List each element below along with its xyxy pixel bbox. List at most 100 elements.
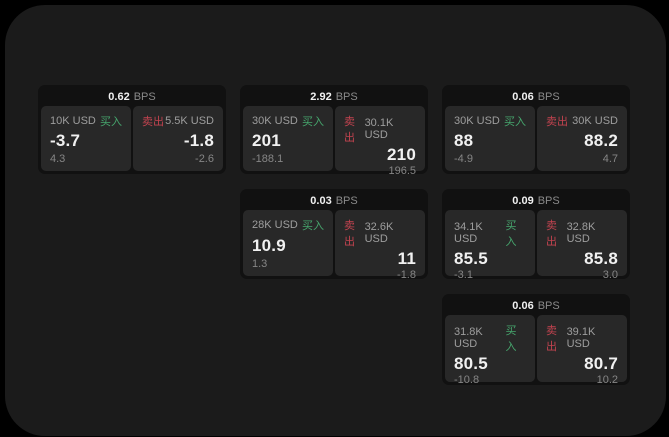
sell-panel-top: 卖出 32.6K USD [344,217,416,249]
sell-sub-value: 4.7 [602,153,618,165]
sell-sub-value: 196.5 [388,165,416,177]
buy-size: 28K USD [252,219,298,231]
buy-size: 30K USD [252,115,298,127]
sell-sub-value: 3.0 [602,269,618,281]
sell-panel[interactable]: 卖出 5.5K USD -1.8 -2.6 [133,106,223,171]
sell-panel-top: 卖出 30K USD [546,113,618,129]
card-header: 2.92 BPS [243,88,425,106]
sell-panel[interactable]: 卖出 30.1K USD 210 196.5 [335,106,425,177]
quote-cards-grid: 0.62 BPS 10K USD 买入 -3.7 4.3 卖出 5.5K USD [38,85,630,386]
buy-sub-value: -10.8 [454,374,480,386]
sell-price: 88.2 [584,131,618,150]
panels-row: 30K USD 买入 201 -188.1 卖出 30.1K USD 210 1… [243,106,425,177]
panels-row: 28K USD 买入 10.9 1.3 卖出 32.6K USD 11 -1.8 [243,210,425,281]
buy-price: -3.7 [50,131,81,150]
buy-sub-value: -3.1 [454,269,473,281]
bps-value: 0.03 [310,195,332,207]
sell-price: 210 [387,145,416,164]
quote-card: 0.09 BPS 34.1K USD 买入 85.5 -3.1 卖出 32.8K… [442,189,630,281]
quote-card: 0.06 BPS 31.8K USD 买入 80.5 -10.8 卖出 39.1… [442,294,630,386]
quote-card: 0.62 BPS 10K USD 买入 -3.7 4.3 卖出 5.5K USD [38,85,226,174]
bps-unit-label: BPS [537,195,560,207]
buy-side-label: 买入 [505,220,517,248]
buy-size: 31.8K USD [454,326,483,350]
buy-panel[interactable]: 10K USD 买入 -3.7 4.3 [41,106,131,171]
sell-side-label: 卖出 [546,116,568,128]
buy-size: 34.1K USD [454,221,483,245]
panels-row: 30K USD 买入 88 -4.9 卖出 30K USD 88.2 4.7 [445,106,627,171]
bps-value: 0.06 [512,300,534,312]
sell-side-label: 卖出 [546,220,557,248]
sell-size: 5.5K USD [165,115,214,127]
sell-side-label: 卖出 [546,325,557,353]
sell-price: 11 [397,249,416,268]
buy-panel[interactable]: 30K USD 买入 88 -4.9 [445,106,535,171]
bps-unit-label: BPS [133,91,156,103]
bps-value: 0.62 [108,91,130,103]
sell-panel-top: 卖出 32.8K USD [546,217,618,249]
bps-unit-label: BPS [537,91,560,103]
buy-panel[interactable]: 30K USD 买入 201 -188.1 [243,106,333,171]
sell-side-label: 卖出 [344,220,355,248]
card-header: 0.06 BPS [445,88,627,106]
sell-sub-value: -1.8 [397,269,416,281]
sell-panel[interactable]: 卖出 32.6K USD 11 -1.8 [335,210,425,281]
buy-panel[interactable]: 34.1K USD 买入 85.5 -3.1 [445,210,535,281]
buy-sub-value: 1.3 [252,258,268,270]
card-header: 0.62 BPS [41,88,223,106]
card-header: 0.03 BPS [243,192,425,210]
bps-value: 2.92 [310,91,332,103]
buy-side-label: 买入 [302,220,324,232]
sell-panel[interactable]: 卖出 32.8K USD 85.8 3.0 [537,210,627,281]
bps-value: 0.09 [512,195,534,207]
buy-price: 201 [252,131,281,150]
buy-panel-top: 10K USD 买入 [50,113,122,129]
sell-side-label: 卖出 [142,116,164,128]
bps-unit-label: BPS [335,91,358,103]
bps-unit-label: BPS [335,195,358,207]
buy-price: 80.5 [454,354,488,373]
sell-size: 32.6K USD [364,221,394,245]
sell-size: 30K USD [572,115,618,127]
bps-value: 0.06 [512,91,534,103]
buy-panel-top: 28K USD 买入 [252,217,324,233]
sell-panel[interactable]: 卖出 39.1K USD 80.7 10.2 [537,315,627,386]
sell-sub-value: -2.6 [195,153,214,165]
sell-sub-value: 10.2 [596,374,618,386]
card-header: 0.09 BPS [445,192,627,210]
buy-side-label: 买入 [302,116,324,128]
buy-panel[interactable]: 31.8K USD 买入 80.5 -10.8 [445,315,535,386]
panels-row: 31.8K USD 买入 80.5 -10.8 卖出 39.1K USD 80.… [445,315,627,386]
sell-panel-top: 卖出 5.5K USD [142,113,214,129]
card-header: 0.06 BPS [445,297,627,315]
sell-price: -1.8 [183,131,214,150]
sell-panel-top: 卖出 30.1K USD [344,113,416,145]
sell-size: 39.1K USD [566,326,596,350]
sell-size: 30.1K USD [364,117,394,141]
quote-card: 0.03 BPS 28K USD 买入 10.9 1.3 卖出 32.6K US… [240,189,428,281]
app-window: 0.62 BPS 10K USD 买入 -3.7 4.3 卖出 5.5K USD [5,5,666,436]
panels-row: 10K USD 买入 -3.7 4.3 卖出 5.5K USD -1.8 -2.… [41,106,223,171]
quote-card: 0.06 BPS 30K USD 买入 88 -4.9 卖出 30K USD [442,85,630,174]
quote-card: 2.92 BPS 30K USD 买入 201 -188.1 卖出 30.1K … [240,85,428,177]
buy-panel-top: 31.8K USD 买入 [454,322,526,354]
sell-size: 32.8K USD [566,221,596,245]
buy-side-label: 买入 [505,325,517,353]
sell-panel-top: 卖出 39.1K USD [546,322,618,354]
panels-row: 34.1K USD 买入 85.5 -3.1 卖出 32.8K USD 85.8… [445,210,627,281]
buy-panel-top: 34.1K USD 买入 [454,217,526,249]
buy-panel-top: 30K USD 买入 [252,113,324,129]
buy-sub-value: -4.9 [454,153,473,165]
sell-price: 80.7 [584,354,618,373]
buy-sub-value: 4.3 [50,153,66,165]
bps-unit-label: BPS [537,300,560,312]
buy-size: 10K USD [50,115,96,127]
sell-panel[interactable]: 卖出 30K USD 88.2 4.7 [537,106,627,171]
buy-price: 88 [454,131,474,150]
buy-size: 30K USD [454,115,500,127]
buy-panel[interactable]: 28K USD 买入 10.9 1.3 [243,210,333,276]
buy-price: 85.5 [454,249,488,268]
buy-sub-value: -188.1 [252,153,284,165]
buy-panel-top: 30K USD 买入 [454,113,526,129]
buy-side-label: 买入 [100,116,122,128]
